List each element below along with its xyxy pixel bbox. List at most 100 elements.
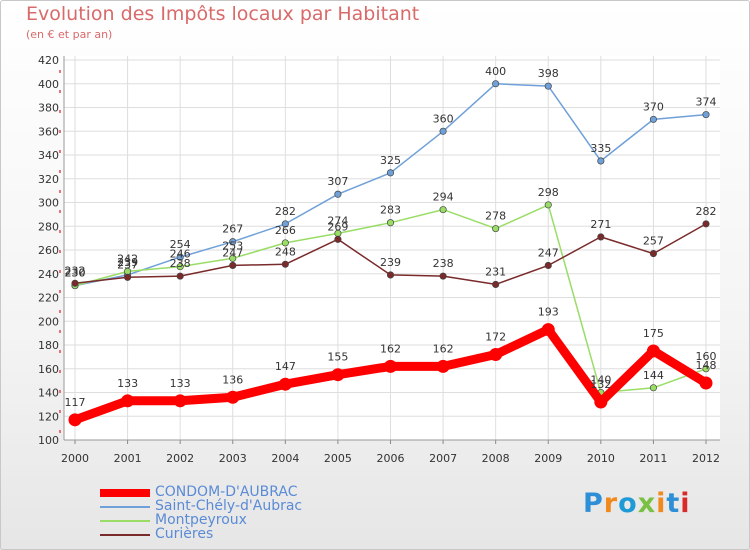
y-tick-label: 360 bbox=[38, 125, 59, 138]
data-label: 136 bbox=[222, 373, 243, 386]
data-label: 298 bbox=[538, 186, 559, 199]
series-point-1 bbox=[386, 169, 395, 177]
y-tick-label: 260 bbox=[38, 244, 59, 257]
data-label: 294 bbox=[433, 191, 454, 204]
series-point-2 bbox=[492, 225, 500, 233]
data-label: 246 bbox=[170, 248, 191, 261]
proxiti-logo: Proxiti bbox=[583, 488, 691, 519]
data-label: 162 bbox=[433, 342, 454, 355]
data-label: 400 bbox=[485, 65, 506, 78]
y-tick-label: 200 bbox=[38, 315, 59, 328]
chart-title: Evolution des Impôts locaux par Habitant bbox=[26, 3, 420, 25]
series-point-3 bbox=[649, 250, 657, 258]
y-tick-label: 100 bbox=[38, 434, 59, 447]
x-tick-label: 2003 bbox=[219, 452, 247, 465]
data-label: 278 bbox=[485, 210, 506, 223]
data-label: 117 bbox=[65, 396, 86, 409]
logo-letter: i bbox=[656, 488, 667, 519]
legend-label: Montpeyroux bbox=[155, 512, 247, 528]
y-tick-label: 240 bbox=[38, 268, 59, 281]
data-label: 360 bbox=[433, 112, 454, 125]
x-tick-label: 2008 bbox=[482, 452, 510, 465]
data-label: 257 bbox=[643, 235, 664, 248]
data-label: 398 bbox=[538, 67, 559, 80]
data-label: 282 bbox=[696, 205, 717, 218]
y-tick-label: 300 bbox=[38, 197, 59, 210]
data-label: 254 bbox=[170, 238, 191, 251]
x-tick-label: 2002 bbox=[166, 452, 194, 465]
series-point-2 bbox=[281, 239, 289, 247]
y-tick-label: 340 bbox=[38, 149, 59, 162]
series-point-3 bbox=[597, 233, 605, 241]
series-point-2 bbox=[544, 201, 552, 209]
data-label: 248 bbox=[275, 245, 296, 258]
logo-letter: o bbox=[618, 488, 638, 519]
data-label: 232 bbox=[65, 264, 86, 277]
x-tick-label: 2007 bbox=[429, 452, 457, 465]
series-point-3 bbox=[334, 235, 342, 243]
data-label: 144 bbox=[643, 369, 664, 382]
data-label: 239 bbox=[117, 256, 138, 269]
data-label: 374 bbox=[696, 96, 717, 109]
data-label: 160 bbox=[696, 350, 717, 363]
data-label: 247 bbox=[538, 246, 559, 259]
data-label: 132 bbox=[590, 378, 611, 391]
data-label: 239 bbox=[380, 256, 401, 269]
x-tick-label: 2005 bbox=[324, 452, 352, 465]
data-label: 140 bbox=[590, 374, 611, 387]
legend-swatch bbox=[100, 534, 150, 536]
series-point-2 bbox=[702, 365, 710, 373]
y-tick-label: 380 bbox=[38, 102, 59, 115]
series-point-2 bbox=[229, 254, 237, 262]
series-point-3 bbox=[71, 279, 79, 287]
series-point-0 bbox=[489, 348, 503, 361]
data-label: 247 bbox=[222, 246, 243, 259]
series-point-1 bbox=[334, 190, 342, 198]
series-point-3 bbox=[281, 260, 289, 268]
legend-swatch bbox=[100, 489, 150, 497]
data-label: 283 bbox=[380, 204, 401, 217]
series-point-0 bbox=[68, 413, 82, 427]
series-point-2 bbox=[649, 384, 657, 392]
data-label: 370 bbox=[643, 100, 664, 113]
data-label: 148 bbox=[696, 359, 717, 372]
x-tick-label: 2009 bbox=[534, 452, 562, 465]
series-point-0 bbox=[384, 359, 397, 373]
data-label: 242 bbox=[117, 252, 138, 265]
series-point-1 bbox=[176, 253, 184, 261]
series-point-0 bbox=[226, 390, 240, 404]
series-point-3 bbox=[702, 220, 710, 228]
y-tick-label: 140 bbox=[38, 387, 59, 400]
series-point-3 bbox=[124, 273, 132, 281]
data-label: 193 bbox=[538, 306, 559, 319]
logo-letter: P bbox=[583, 488, 604, 519]
data-label: 307 bbox=[327, 175, 348, 188]
data-label: 175 bbox=[643, 327, 664, 340]
logo-letter: i bbox=[680, 488, 691, 519]
data-label: 133 bbox=[170, 377, 191, 390]
data-label: 172 bbox=[485, 331, 506, 344]
logo-letter: x bbox=[637, 488, 657, 519]
series-point-3 bbox=[229, 261, 237, 269]
data-label: 238 bbox=[170, 257, 191, 270]
series-point-0 bbox=[436, 359, 450, 373]
legend-label: Curières bbox=[155, 526, 214, 542]
series-point-1 bbox=[702, 111, 710, 119]
data-label: 238 bbox=[433, 257, 454, 270]
legend-label: CONDOM-D'AUBRAC bbox=[155, 484, 298, 500]
series-point-0 bbox=[594, 395, 608, 409]
data-label: 267 bbox=[222, 223, 243, 236]
data-label: 237 bbox=[117, 258, 138, 271]
data-label: 253 bbox=[222, 239, 243, 252]
legend-label: Saint-Chély-d'Aubrac bbox=[155, 498, 303, 514]
data-label: 335 bbox=[590, 142, 611, 155]
series-point-2 bbox=[386, 219, 395, 227]
x-tick-label: 2001 bbox=[114, 452, 142, 465]
series-point-1 bbox=[649, 115, 657, 123]
y-tick-label: 420 bbox=[38, 54, 59, 67]
data-label: 155 bbox=[327, 351, 348, 364]
y-tick-label: 400 bbox=[38, 78, 59, 91]
data-label: 133 bbox=[117, 377, 138, 390]
data-label: 274 bbox=[327, 214, 348, 227]
